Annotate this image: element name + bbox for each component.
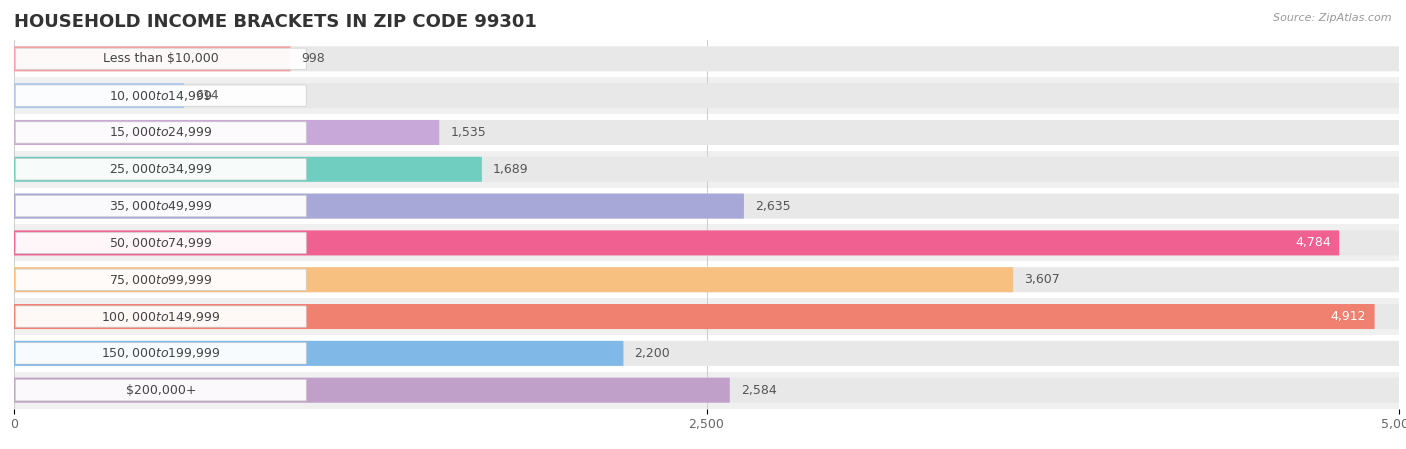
FancyBboxPatch shape (14, 194, 1399, 219)
Text: 2,200: 2,200 (634, 347, 671, 360)
FancyBboxPatch shape (15, 232, 307, 254)
Bar (14, 335, 1399, 372)
FancyBboxPatch shape (15, 158, 307, 180)
Text: 1,535: 1,535 (450, 126, 486, 139)
FancyBboxPatch shape (15, 85, 307, 106)
FancyBboxPatch shape (14, 46, 291, 71)
Text: 2,635: 2,635 (755, 200, 790, 212)
FancyBboxPatch shape (14, 341, 1399, 366)
Bar (14, 188, 1399, 224)
Bar (14, 372, 1399, 409)
Text: Less than $10,000: Less than $10,000 (103, 53, 219, 65)
FancyBboxPatch shape (14, 157, 482, 182)
FancyBboxPatch shape (14, 83, 184, 108)
FancyBboxPatch shape (15, 269, 307, 291)
Text: 2,584: 2,584 (741, 384, 776, 396)
Text: 614: 614 (195, 89, 219, 102)
FancyBboxPatch shape (15, 48, 307, 70)
Text: $150,000 to $199,999: $150,000 to $199,999 (101, 346, 221, 361)
Bar (14, 151, 1399, 188)
FancyBboxPatch shape (14, 341, 623, 366)
Text: $15,000 to $24,999: $15,000 to $24,999 (110, 125, 212, 140)
FancyBboxPatch shape (14, 230, 1399, 255)
FancyBboxPatch shape (14, 120, 439, 145)
FancyBboxPatch shape (14, 267, 1399, 292)
Bar (14, 40, 1399, 77)
FancyBboxPatch shape (14, 304, 1399, 329)
Text: 998: 998 (301, 53, 325, 65)
FancyBboxPatch shape (14, 157, 1399, 182)
FancyBboxPatch shape (14, 230, 1339, 255)
FancyBboxPatch shape (14, 304, 1375, 329)
Text: 4,784: 4,784 (1295, 237, 1331, 249)
FancyBboxPatch shape (14, 46, 1399, 71)
Bar (14, 77, 1399, 114)
FancyBboxPatch shape (15, 122, 307, 143)
FancyBboxPatch shape (14, 378, 730, 403)
Text: Source: ZipAtlas.com: Source: ZipAtlas.com (1274, 13, 1392, 23)
Text: $75,000 to $99,999: $75,000 to $99,999 (110, 273, 212, 287)
Bar (14, 224, 1399, 261)
FancyBboxPatch shape (14, 120, 1399, 145)
FancyBboxPatch shape (15, 195, 307, 217)
Text: $100,000 to $149,999: $100,000 to $149,999 (101, 309, 221, 324)
FancyBboxPatch shape (14, 267, 1014, 292)
FancyBboxPatch shape (14, 378, 1399, 403)
Text: 1,689: 1,689 (494, 163, 529, 176)
FancyBboxPatch shape (15, 306, 307, 327)
FancyBboxPatch shape (14, 194, 744, 219)
Text: $10,000 to $14,999: $10,000 to $14,999 (110, 88, 212, 103)
Bar (14, 261, 1399, 298)
Text: 3,607: 3,607 (1024, 273, 1060, 286)
Bar (14, 298, 1399, 335)
Text: $200,000+: $200,000+ (125, 384, 195, 396)
FancyBboxPatch shape (14, 83, 1399, 108)
FancyBboxPatch shape (15, 379, 307, 401)
Text: $50,000 to $74,999: $50,000 to $74,999 (110, 236, 212, 250)
FancyBboxPatch shape (15, 343, 307, 364)
Text: 4,912: 4,912 (1331, 310, 1367, 323)
Text: $35,000 to $49,999: $35,000 to $49,999 (110, 199, 212, 213)
Text: $25,000 to $34,999: $25,000 to $34,999 (110, 162, 212, 176)
Bar (14, 114, 1399, 151)
Text: HOUSEHOLD INCOME BRACKETS IN ZIP CODE 99301: HOUSEHOLD INCOME BRACKETS IN ZIP CODE 99… (14, 13, 537, 31)
